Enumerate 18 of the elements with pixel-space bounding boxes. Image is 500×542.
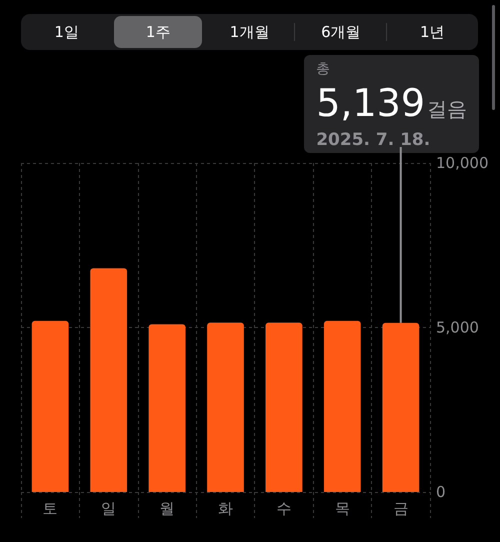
x-tick-label: 월 bbox=[160, 500, 175, 518]
x-tick-label: 금 bbox=[393, 500, 408, 518]
bar bbox=[324, 320, 361, 492]
bar bbox=[207, 322, 244, 492]
bar bbox=[266, 322, 302, 492]
bar bbox=[382, 322, 420, 492]
x-tick-label: 토 bbox=[42, 500, 58, 518]
segmented-control: 1일 1주 1개월 6개월 1년 bbox=[21, 14, 478, 50]
x-tick-label: 일 bbox=[101, 500, 116, 518]
x-tick-label: 목 bbox=[334, 500, 350, 518]
bar bbox=[32, 320, 69, 492]
x-tick-label: 수 bbox=[276, 500, 292, 518]
bar bbox=[148, 324, 186, 492]
x-tick-label: 화 bbox=[218, 500, 233, 518]
y-tick-label: 10,000 bbox=[436, 154, 488, 172]
y-tick-label: 0 bbox=[436, 483, 446, 501]
y-tick-label: 5,000 bbox=[436, 318, 479, 336]
bar bbox=[90, 268, 128, 492]
